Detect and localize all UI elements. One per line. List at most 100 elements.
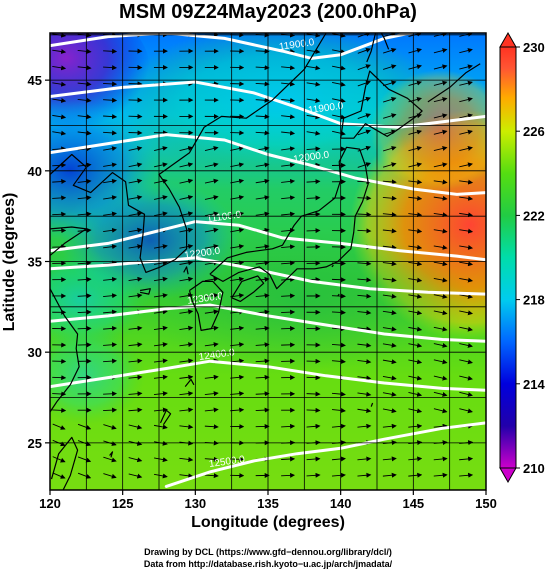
wind-arrow: [77, 423, 92, 430]
wind-arrow: [255, 244, 270, 250]
wind-arrow: [153, 211, 168, 217]
wind-arrow: [357, 359, 372, 365]
wind-arrow: [357, 80, 371, 87]
wind-arrow: [281, 326, 296, 332]
coastline-path: [183, 266, 189, 275]
coastline-path: [50, 436, 79, 490]
wind-arrow: [230, 244, 245, 250]
contour-label: 11100.0: [206, 209, 242, 225]
wind-arrow: [128, 244, 143, 250]
wind-arrow: [52, 179, 67, 185]
wind-arrow: [103, 244, 118, 250]
wind-arrow: [382, 244, 397, 250]
coastline-path: [109, 451, 114, 458]
wind-arrow: [281, 195, 296, 201]
wind-arrow: [433, 244, 448, 250]
x-tick-label: 145: [402, 496, 424, 511]
wind-arrow: [382, 179, 397, 185]
wind-arrow: [306, 456, 321, 462]
x-axis-ticks: 120 125 130 135 140 145 150: [39, 490, 497, 511]
wind-arrow: [204, 276, 219, 282]
height-contour: [50, 220, 486, 262]
wind-arrow: [459, 48, 473, 54]
wind-arrow: [357, 310, 372, 316]
coastline-path: [337, 293, 340, 297]
wind-arrow: [179, 309, 194, 315]
wind-arrow: [433, 261, 448, 267]
wind-arrow: [306, 49, 321, 54]
colorbar-bottom-triangle: [499, 467, 517, 484]
wind-arrow: [103, 391, 118, 397]
wind-arrow: [52, 162, 67, 168]
wind-arrow: [77, 146, 92, 152]
wind-arrow: [230, 391, 245, 397]
wind-arrow: [204, 146, 219, 151]
wind-arrow: [459, 97, 473, 103]
wind-arrow: [382, 423, 397, 429]
wind-arrow: [255, 162, 270, 168]
wind-arrow: [382, 162, 397, 168]
wind-arrow: [153, 407, 168, 413]
wind-arrow: [433, 48, 448, 54]
wind-arrow: [103, 358, 118, 364]
wind-arrow: [179, 391, 194, 397]
wind-arrow: [281, 211, 296, 217]
wind-arrow: [281, 293, 296, 299]
wind-arrow: [255, 391, 270, 397]
wind-arrow: [255, 407, 270, 413]
wind-arrow: [382, 326, 397, 332]
wind-arrow: [230, 358, 245, 364]
wind-arrow: [153, 276, 168, 282]
wind-arrow: [204, 473, 219, 479]
wind-arrow: [357, 211, 372, 217]
wind-arrow: [382, 129, 397, 136]
green-band: [130, 230, 470, 370]
wind-arrow: [103, 97, 118, 103]
wind-arrow: [103, 146, 117, 152]
wind-arrow: [433, 113, 448, 119]
wind-arrow: [103, 473, 117, 479]
wind-arrow: [357, 408, 372, 414]
wind-arrow: [306, 81, 321, 87]
wind-arrow: [204, 178, 219, 184]
wind-arrow: [77, 309, 92, 315]
wind-arrow: [459, 472, 474, 478]
wind-arrow: [52, 228, 67, 234]
wind-arrow: [77, 114, 92, 120]
wind-arrow: [357, 456, 372, 462]
wind-arrow: [77, 211, 92, 217]
wind-arrow: [103, 424, 117, 430]
lat-lon-gridlines: [50, 33, 486, 490]
wind-arrow: [204, 456, 219, 462]
wind-arrow: [255, 48, 270, 54]
colorbar-gradient: [499, 46, 517, 469]
wind-arrow: [103, 178, 117, 184]
wind-arrow: [459, 80, 473, 86]
wind-arrow: [281, 260, 296, 266]
wind-arrow: [128, 276, 143, 282]
wind-arrow: [103, 293, 118, 299]
wind-arrow: [281, 456, 296, 462]
wind-arrow: [230, 407, 245, 413]
wind-arrow: [306, 179, 321, 185]
wind-arrow: [331, 407, 346, 413]
contour-label: 12200.0: [184, 246, 222, 262]
height-contour: [50, 33, 418, 60]
wind-arrow: [77, 456, 92, 463]
wind-arrow: [204, 195, 219, 200]
coastline-path: [139, 288, 151, 295]
wind-arrow: [382, 310, 397, 316]
wind-arrow: [331, 472, 346, 478]
wind-arrow: [408, 261, 423, 267]
wind-arrow: [459, 113, 473, 119]
wind-arrow: [433, 277, 448, 283]
colorbar-tick-label: 218: [523, 293, 545, 308]
wind-arrow: [52, 81, 67, 87]
wind-arrow: [77, 81, 92, 87]
wind-arrow: [204, 309, 219, 315]
wind-arrow: [281, 244, 296, 250]
wind-arrow: [179, 227, 194, 233]
wind-arrow: [459, 343, 473, 348]
wind-arrow: [204, 391, 219, 397]
wind-arrow: [408, 244, 423, 250]
